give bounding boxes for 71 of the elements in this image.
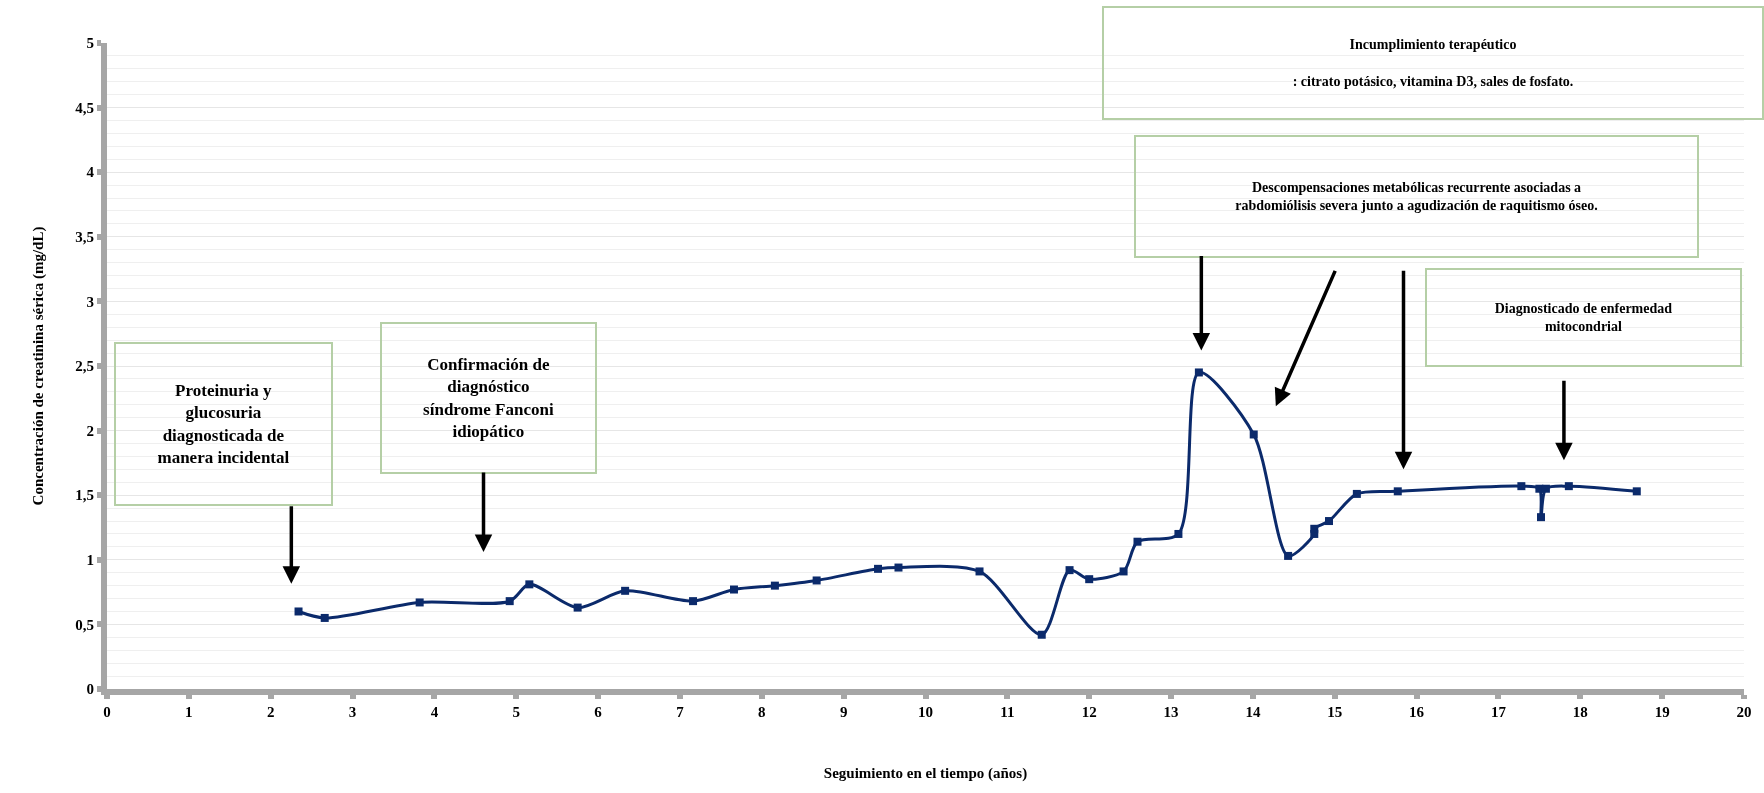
point [525,580,534,589]
point [729,585,738,594]
annotation: Diagnosticado de enfermedad mitocondrial [1494,300,1673,335]
y-tick-label: 0 [86,681,94,698]
text: Incumplimiento terapéutico : citrato potásico, vitamina D3, sales de fosfato. [1292,37,1574,89]
y-tick-label: 1,5 [75,487,94,504]
x-tick-label: 12 [1081,704,1097,720]
point [812,576,821,585]
y-tick-label: 3,5 [75,229,94,246]
x-tick-label: 3 [348,704,357,720]
x-tick-label: 5 [512,704,520,720]
x-axis-title: Seguimiento en el tiempo (años) [823,764,1028,782]
point [1632,487,1641,496]
point [975,567,984,576]
x-tick-label: 9 [839,704,848,720]
x-tick-label: 15 [1327,704,1343,720]
y-tick-label: 2,5 [75,358,94,375]
x-tick-label: 4 [430,704,439,720]
x-tick-label: 11 [1000,704,1015,720]
point [1065,566,1074,575]
y-tick-label: 4,5 [75,99,94,116]
point [573,603,582,612]
x-tick-label: 14 [1245,704,1261,720]
x-tick-label: 0 [103,704,111,720]
x-tick-label: 19 [1654,704,1670,720]
point [689,597,698,606]
y-tick-label: 0,5 [75,616,94,633]
x-tick-label: 8 [758,704,766,720]
point [621,586,630,595]
point [505,597,514,606]
x-tick-label: 13 [1163,704,1179,720]
point [1541,484,1550,493]
point [770,581,779,590]
point [1284,551,1293,560]
point [874,564,883,573]
y-tick-label: 1 [86,552,94,569]
x-tick-label: 7 [676,704,685,720]
y-tick-label: 5 [86,35,94,52]
point [1174,529,1183,538]
x-tick-label: 2 [266,704,275,720]
point [1393,487,1402,496]
point [1119,567,1128,576]
x-tick-label: 20 [1736,704,1752,720]
point [415,598,424,607]
point [1325,517,1334,526]
annotation: Confirmación de diagnóstico síndrome Fanconi idiopático [423,355,554,441]
x-tick-label: 17 [1490,704,1507,720]
y-tick-label: 4 [86,164,95,181]
point [1517,482,1526,491]
point [1564,482,1573,491]
y-tick-label: 2 [86,422,94,439]
point [1352,489,1361,498]
point [1537,513,1546,522]
point [894,563,903,572]
x-tick-label: 6 [594,704,603,720]
point [1037,630,1046,639]
x-tick-label: 16 [1409,704,1425,720]
point [320,613,329,622]
x-tick-label: 18 [1572,704,1588,720]
x-tick-label: 10 [918,704,933,720]
annotation: Proteinuria y glucosuria diagnosticada de manera incidental [157,381,290,467]
point [294,607,303,616]
x-tick-label: 1 [185,704,193,720]
point [1085,575,1094,584]
point [1249,430,1258,439]
y-axis-title: Concentración de creatinina sérica (mg/dL) [30,226,47,506]
y-tick-label: 3 [86,293,94,310]
annotation: Descompensaciones metabólicas recurrente asociadas a rabdomiólisis severa junto a agudización de raquitismo óseo. [1235,179,1598,214]
point [1133,537,1142,546]
point [1310,524,1319,533]
point [1194,368,1203,377]
